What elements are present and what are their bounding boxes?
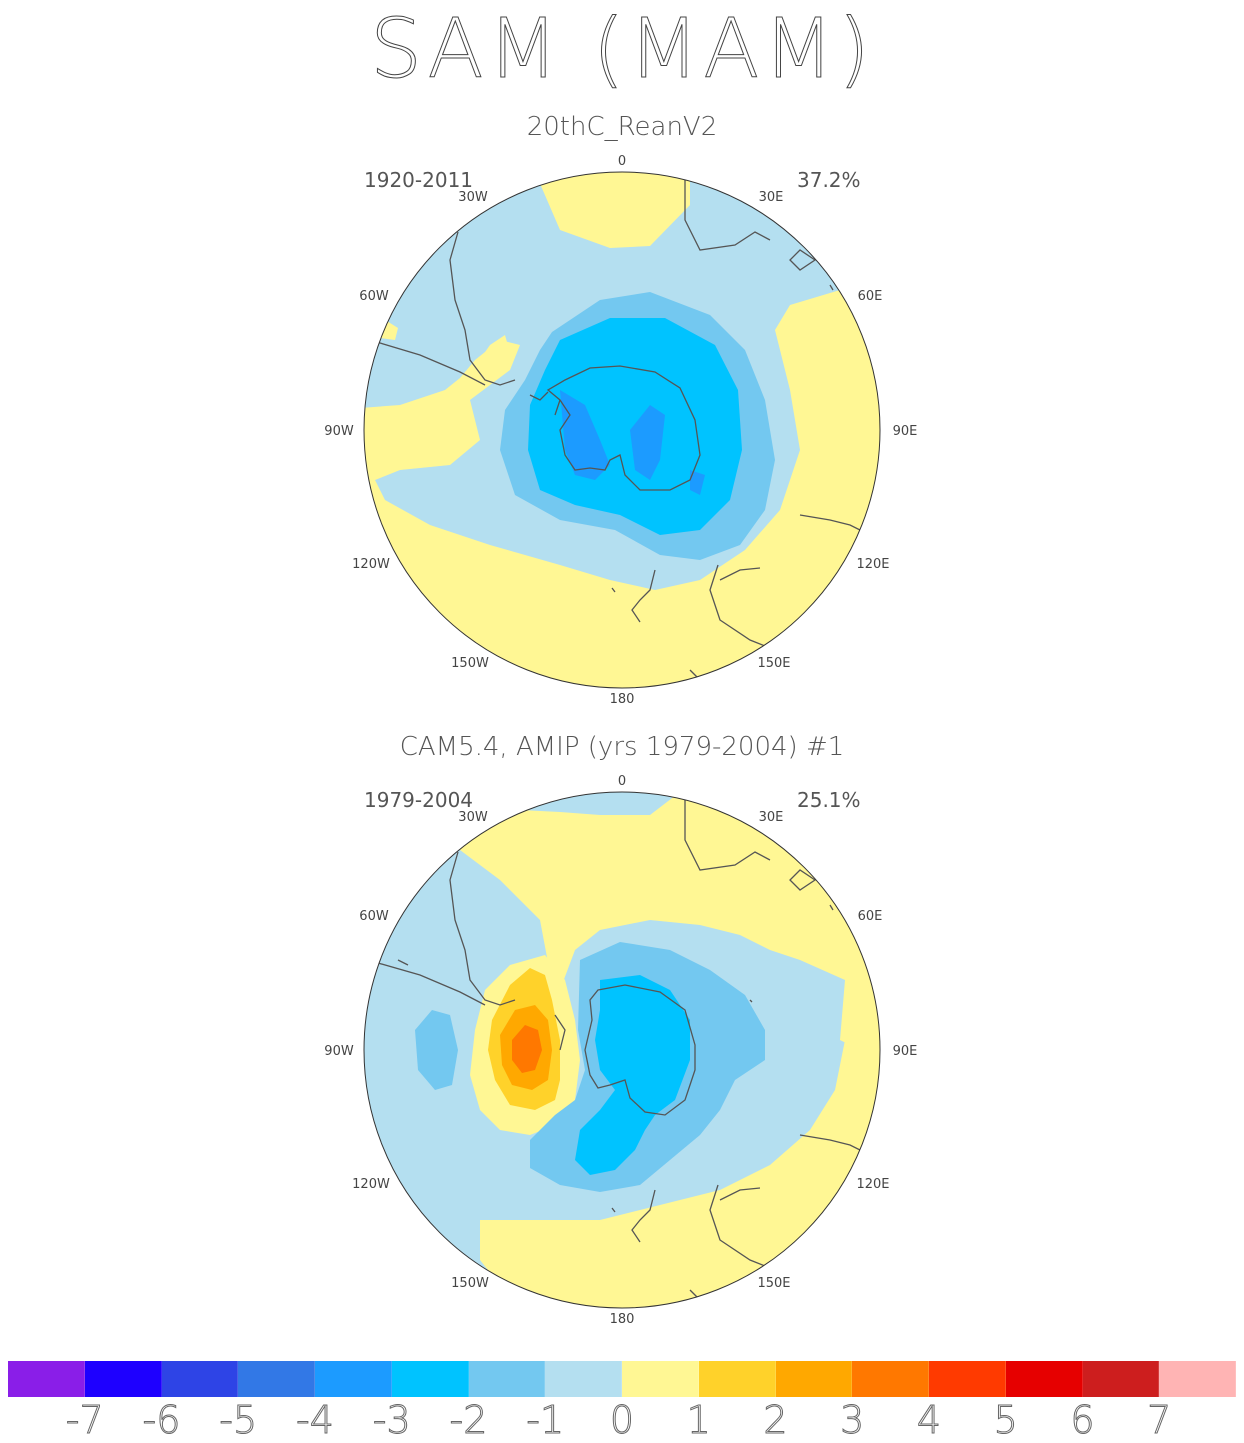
lon-label: 90E <box>893 424 918 439</box>
lon-label: 30E <box>759 810 784 825</box>
colorbar-swatch <box>698 1361 776 1397</box>
lon-label: 90E <box>893 1044 918 1059</box>
lon-label: 90W <box>324 424 354 439</box>
lon-label: 30E <box>759 190 784 205</box>
colorbar-tick-label: 7 <box>1147 1398 1172 1443</box>
panel-1-variance: 37.2% <box>797 168 861 192</box>
colorbar-tick-label: 5 <box>993 1398 1018 1443</box>
neg-anomaly-3 <box>575 975 690 1175</box>
lon-label: 120W <box>352 1177 390 1192</box>
colorbar-swatch <box>929 1361 1006 1397</box>
panel-1-map: 0 30E 60E 90E 120E 150E 180 150W 120W 90… <box>324 154 918 707</box>
colorbar-swatch <box>391 1361 469 1397</box>
colorbar-tick-label: -3 <box>372 1398 411 1443</box>
colorbar-swatch <box>161 1361 239 1397</box>
lon-label: 120E <box>856 557 889 572</box>
colorbar-tick-label: -5 <box>219 1398 258 1443</box>
lon-label: 120E <box>856 1177 889 1192</box>
colorbar-swatch <box>238 1361 315 1397</box>
positive-anomaly-fill <box>480 1040 880 1308</box>
lon-label: 30W <box>458 810 488 825</box>
colorbar-labels: -7 -6 -5 -4 -3 -2 -1 0 1 2 3 4 5 6 7 <box>8 1398 1236 1443</box>
neg-anomaly-2 <box>415 1010 458 1090</box>
lon-label: 120W <box>352 557 390 572</box>
lon-label: 60W <box>359 909 389 924</box>
panel-2-map: 0 30E 60E 90E 120E 150E 180 150W 120W 90… <box>324 774 918 1327</box>
lon-label: 150W <box>451 656 489 671</box>
pos-anomaly-4 <box>512 1025 542 1073</box>
lon-label: 150E <box>757 1276 790 1291</box>
lon-label: 180 <box>610 1312 635 1327</box>
lon-label: 30W <box>458 190 488 205</box>
map-border <box>363 791 881 1309</box>
colorbar-tick-label: 6 <box>1070 1398 1095 1443</box>
panel-2-title: CAM5.4, AMIP (yrs 1979-2004) #1 <box>399 732 845 762</box>
panel-1-title: 20thC_ReanV2 <box>526 112 718 142</box>
lon-label: 60E <box>858 909 883 924</box>
colorbar-swatch <box>1159 1361 1236 1397</box>
map-border <box>363 171 881 689</box>
colorbar-swatch <box>852 1361 929 1397</box>
lon-label: 150W <box>451 1276 489 1291</box>
colorbar-tick-label: 0 <box>609 1398 635 1443</box>
colorbar-swatch <box>1005 1361 1083 1397</box>
lon-label: 180 <box>610 692 635 707</box>
figure-title: SAM (MAM) <box>369 2 875 98</box>
colorbar-swatch <box>1082 1361 1160 1397</box>
colorbar-tick-label: -1 <box>526 1398 565 1443</box>
colorbar <box>8 1361 1236 1397</box>
colorbar-tick-label: -2 <box>449 1398 488 1443</box>
lon-label: 150E <box>757 656 790 671</box>
positive-anomaly-fill <box>460 792 880 1060</box>
lon-label: 0 <box>618 774 626 789</box>
colorbar-tick-label: 3 <box>840 1398 865 1443</box>
colorbar-swatch <box>775 1361 853 1397</box>
lon-label: 0 <box>618 154 626 169</box>
lon-label: 60E <box>858 289 883 304</box>
lon-label: 90W <box>324 1044 354 1059</box>
colorbar-tick-label: 1 <box>686 1398 711 1443</box>
colorbar-swatch <box>468 1361 546 1397</box>
colorbar-tick-label: 4 <box>916 1398 942 1443</box>
colorbar-tick-label: -6 <box>142 1398 181 1443</box>
lon-label: 60W <box>359 289 389 304</box>
colorbar-tick-label: 2 <box>763 1398 788 1443</box>
colorbar-tick-label: -7 <box>65 1398 104 1443</box>
panel-2-variance: 25.1% <box>797 788 861 812</box>
colorbar-swatch <box>545 1361 622 1397</box>
colorbar-swatch <box>8 1361 85 1397</box>
colorbar-tick-label: -4 <box>296 1398 335 1443</box>
panel-2-years: 1979-2004 <box>364 788 474 812</box>
colorbar-swatch <box>84 1361 162 1397</box>
pos-anomaly-patch <box>462 335 512 385</box>
colorbar-swatch <box>315 1361 392 1397</box>
panel-1-years: 1920-2011 <box>364 168 474 192</box>
colorbar-swatch <box>622 1361 699 1397</box>
